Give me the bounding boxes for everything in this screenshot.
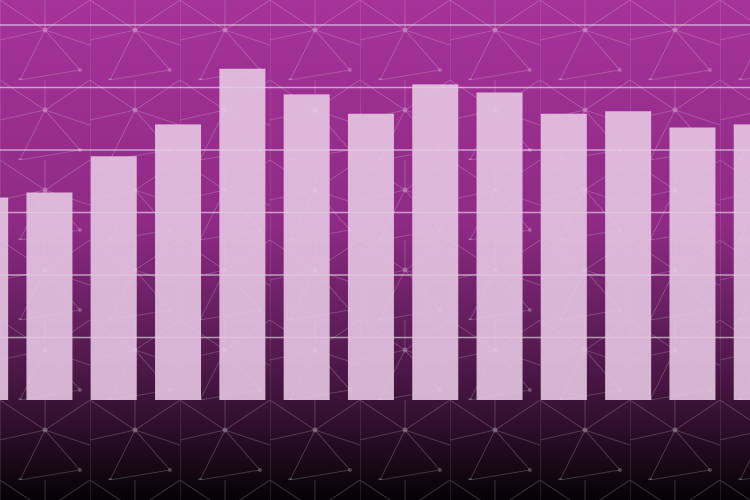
bar [0, 197, 9, 400]
bar [669, 127, 716, 400]
bar [219, 68, 266, 400]
bar [476, 92, 523, 400]
bar [283, 94, 330, 400]
bar [733, 124, 750, 400]
bar [155, 124, 202, 400]
bar [347, 113, 394, 400]
bar [605, 111, 652, 400]
bar [90, 156, 137, 400]
bar [540, 113, 587, 400]
bar [26, 192, 73, 400]
bar [412, 84, 459, 400]
